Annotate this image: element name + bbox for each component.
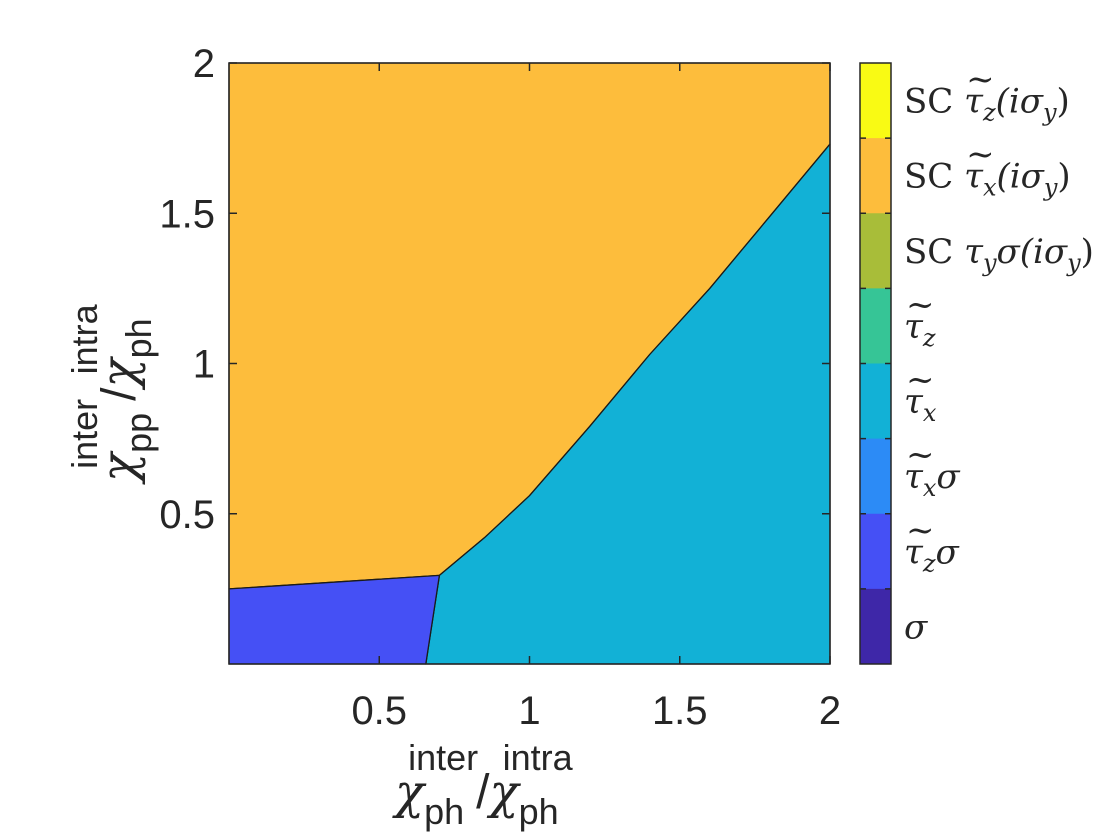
colorbar-tilde: ~ [906,435,935,475]
plot-area: 0.5 1 1.5 2 0.5 1 1.5 2 [159,42,841,733]
y-label-den-sup: intra [64,303,105,374]
x-axis-label: χphinter/χphintra [392,737,574,832]
colorbar-segment [860,63,891,139]
x-tick-label: 0.5 [351,689,407,733]
phase-region-3 [228,574,441,665]
y-label-num-sub: pp [118,413,159,453]
x-axis-ticks: 0.5 1 1.5 2 [351,63,841,733]
x-tick-label: 2 [819,689,841,733]
colorbar-label: τz [904,307,936,352]
x-label-den-symbol: χ [487,764,522,820]
colorbar-tilde: ~ [966,60,995,100]
x-label-num-sub: ph [424,791,464,832]
colorbar-tilde: ~ [966,135,995,175]
y-label-num-sup: inter [64,399,105,469]
y-axis-ticks: 0.5 1 1.5 2 [159,42,830,537]
colorbar-label: τx [904,382,937,427]
colorbar-labels: SC τz(iσy)~SC τx(iσy)~SC τyσ(iσy)τz~τx~τ… [904,60,1094,648]
y-label-den-sub: ph [118,318,159,358]
colorbar-label: SC τx(iσy) [904,157,1071,202]
colorbar-segment [860,288,891,364]
x-tick-label: 1.5 [652,689,708,733]
colorbar-segments [860,63,891,665]
colorbar-label: τxσ [904,457,960,502]
x-label-den-sup: intra [503,737,574,778]
x-label-den-sub: ph [519,791,559,832]
y-label-num-symbol: χ [91,450,147,485]
colorbar-label: τzσ [904,532,959,577]
x-label-num-sup: inter [408,737,478,778]
y-label-den-symbol: χ [91,355,147,390]
colorbar-segment [860,363,891,440]
colorbar-label: SC τz(iσy) [904,82,1070,127]
x-label-num-symbol: χ [392,764,427,820]
y-tick-label: 1.5 [159,192,215,236]
colorbar-frame [859,62,892,665]
y-tick-label: 1 [193,343,215,387]
colorbar-tilde: ~ [906,360,935,400]
x-tick-label: 1 [518,689,540,733]
colorbar-segment [860,438,891,515]
colorbar: SC τz(iσy)~SC τx(iσy)~SC τyσ(iσy)τz~τx~τ… [859,60,1094,665]
colorbar-label: SC τyσ(iσy) [904,232,1094,277]
colorbar-segment [860,513,891,590]
colorbar-tilde: ~ [906,510,935,550]
y-tick-label: 0.5 [159,493,215,537]
colorbar-segment [860,138,891,214]
x-label-slash: / [476,766,490,819]
colorbar-segment [860,213,891,289]
phase-regions [228,62,831,665]
y-tick-label: 2 [193,42,215,86]
colorbar-tilde: ~ [906,285,935,325]
colorbar-label: σ [904,607,928,647]
colorbar-segment [860,588,891,665]
y-label-slash: / [93,387,146,401]
y-axis-label: χppinter/χphintra [64,303,159,485]
